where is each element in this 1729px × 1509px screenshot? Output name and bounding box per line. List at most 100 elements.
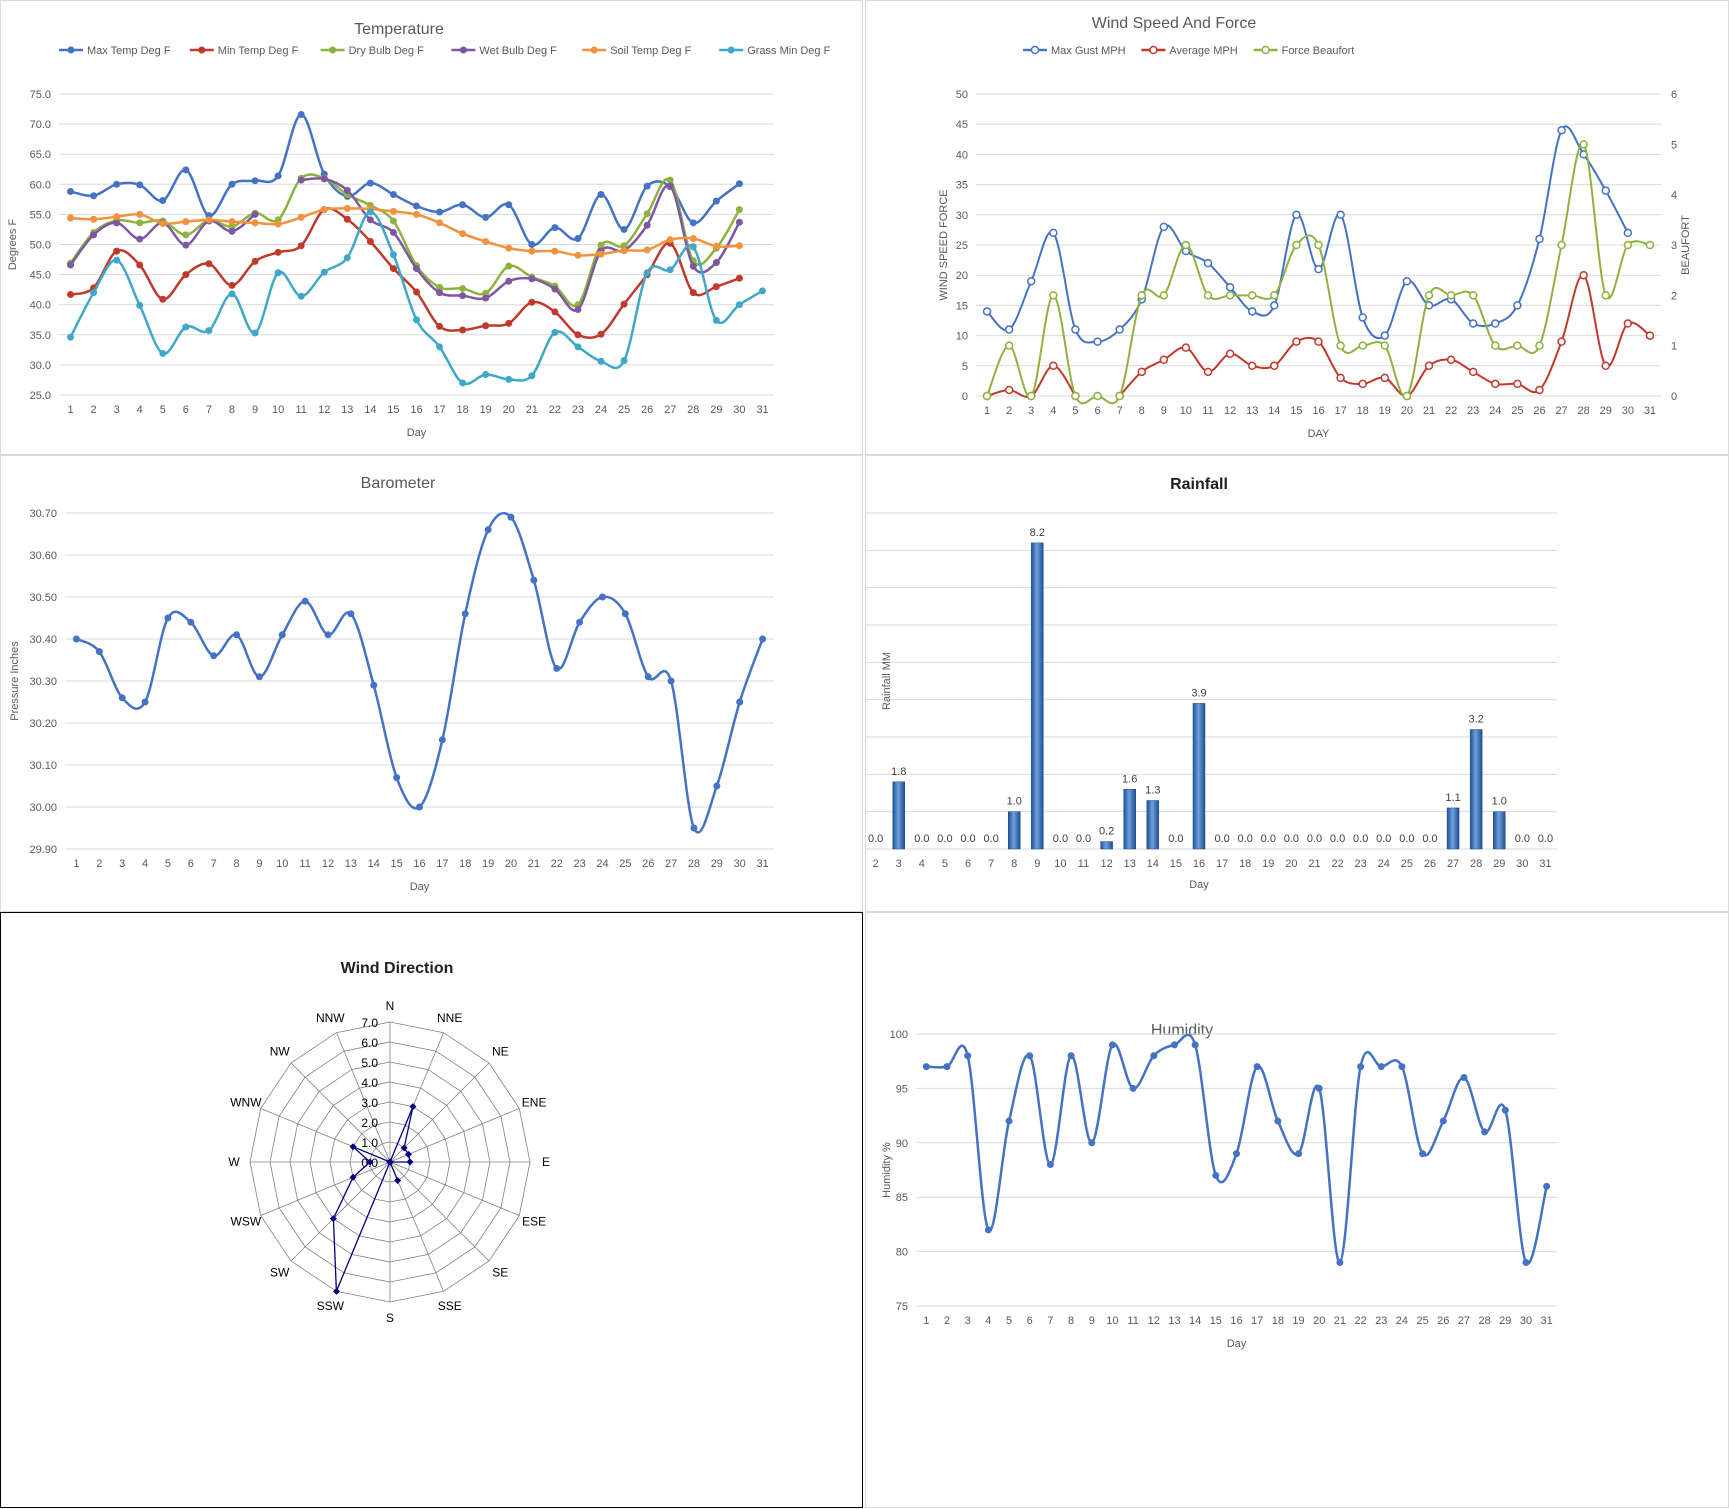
humidity-point	[1005, 1117, 1013, 1125]
rainfall-bar	[1146, 800, 1160, 850]
x-tick-label: 2	[873, 858, 879, 870]
y-tick-label: 65.0	[30, 149, 51, 161]
wind-direction-point	[400, 1144, 408, 1152]
direction-label: E	[542, 1155, 550, 1169]
radial-tick-label: 6.0	[361, 1036, 378, 1050]
rainfall-data-label: 0.0	[1307, 833, 1322, 845]
barometer-point	[416, 803, 423, 811]
grass-min-deg-f-point	[159, 349, 167, 357]
x-tick-label: 4	[985, 1315, 991, 1327]
humidity-point	[1129, 1084, 1137, 1092]
x-tick-label: 21	[526, 404, 538, 416]
x-tick-label: 19	[1379, 405, 1391, 417]
min-temp-deg-f-point	[274, 248, 282, 256]
min-temp-deg-f-point	[205, 260, 213, 268]
y-tick-label: 40	[956, 149, 968, 161]
direction-label: ESE	[522, 1215, 546, 1229]
rainfall-data-label: 0.0	[1168, 833, 1183, 845]
x-tick-label: 26	[1437, 1315, 1449, 1327]
soil-temp-deg-f-point	[459, 230, 467, 238]
humidity-point	[1481, 1128, 1489, 1136]
x-tick-label: 14	[1268, 405, 1280, 417]
soil-temp-deg-f-point	[735, 242, 743, 250]
dry-bulb-deg-f-point	[643, 210, 651, 218]
x-tick-label: 24	[1489, 405, 1501, 417]
soil-temp-deg-f-point	[320, 206, 328, 214]
soil-temp-deg-f-point	[666, 236, 674, 244]
direction-label: SSW	[317, 1299, 345, 1313]
x-tick-label: 7	[1117, 405, 1123, 417]
barometer-point	[759, 635, 767, 643]
force-beaufort-point	[1645, 240, 1655, 250]
x-tick-label: 1	[67, 404, 73, 416]
x-tick-label: 21	[1423, 405, 1435, 417]
soil-temp-deg-f-point	[274, 220, 282, 228]
humidity-point	[1046, 1161, 1054, 1169]
barometer-point	[530, 576, 538, 584]
x-tick-label: 31	[1644, 405, 1656, 417]
max-temp-deg-f-point	[274, 172, 282, 180]
min-temp-deg-f-point	[389, 265, 397, 273]
x-tick-label: 28	[1578, 405, 1590, 417]
x-tick-label: 29	[1493, 858, 1505, 870]
y-axis-label: Humidity %	[881, 1142, 893, 1198]
rainfall-bar	[1031, 542, 1044, 850]
dry-bulb-deg-f-point	[597, 241, 605, 249]
humidity-point	[1108, 1041, 1116, 1049]
y-axis-label: Rainfall MM	[881, 652, 893, 710]
max-gust-mph-point	[1557, 125, 1566, 135]
rainfall-data-label: 0.0	[1238, 833, 1253, 845]
x-tick-label: 28	[688, 858, 700, 870]
min-temp-deg-f-point	[366, 237, 374, 245]
rainfall-data-label: 1.0	[1492, 796, 1507, 808]
humidity-point	[1150, 1052, 1158, 1060]
x-tick-label: 20	[1285, 858, 1297, 870]
barometer-chart-panel: Barometer 29.90 30.00 30.10 30.20 30.30 30.40 3…	[0, 455, 863, 912]
x-tick-label: 20	[505, 858, 517, 870]
rainfall-data-label: 3.9	[1191, 687, 1206, 699]
humidity-point	[1336, 1258, 1344, 1266]
rainfall-data-label: 0.0	[1538, 833, 1553, 845]
soil-temp-deg-f-point	[343, 204, 351, 212]
wet-bulb-deg-f-point	[182, 241, 190, 249]
x-tick-label: 2	[944, 1315, 950, 1327]
x-tick-label: 11	[1127, 1315, 1138, 1327]
radial-tick-label: 2.0	[361, 1116, 378, 1130]
x-tick-label: 6	[183, 404, 189, 416]
x-tick-label: 7	[988, 858, 994, 870]
x-tick-label: 14	[1189, 1315, 1201, 1327]
wet-bulb-deg-f-point	[459, 292, 467, 300]
y-tick-label: 30.00	[29, 802, 57, 814]
max-gust-mph-point	[1468, 319, 1478, 328]
x-tick-label: 28	[1470, 858, 1482, 870]
x-tick-label: 9	[1034, 858, 1040, 870]
x-tick-label: 25	[618, 404, 630, 416]
soil-temp-deg-f-point	[620, 247, 628, 255]
radar-spoke	[389, 1161, 444, 1292]
humidity-point	[1543, 1182, 1551, 1190]
max-temp-deg-f-point	[90, 192, 98, 200]
x-tick-label: 20	[503, 404, 515, 416]
rainfall-data-label: 0.0	[1214, 833, 1229, 845]
wet-bulb-deg-f-point	[228, 227, 236, 235]
grass-min-deg-f-point	[551, 328, 559, 336]
x-axis-label: Day	[407, 427, 427, 439]
x-tick-label: 19	[482, 858, 494, 870]
dry-bulb-deg-f-point	[182, 231, 190, 239]
average-mph-point	[1292, 337, 1301, 346]
max-temp-deg-f-point	[389, 191, 397, 199]
dry-bulb-deg-f-point	[389, 217, 397, 225]
max-gust-mph-point	[1358, 313, 1367, 322]
rainfall-bar	[1469, 729, 1483, 850]
max-temp-deg-f-point	[182, 166, 190, 174]
min-temp-deg-f-point	[343, 215, 351, 223]
y-tick-label: 30.50	[29, 592, 57, 604]
y-tick-label: 40.0	[30, 300, 51, 312]
direction-label: WNW	[230, 1095, 262, 1109]
grass-min-deg-f-point	[389, 251, 397, 259]
force-beaufort-point	[1358, 341, 1367, 350]
max-gust-mph-point	[1115, 325, 1124, 334]
x-tick-label: 8	[233, 858, 239, 870]
x-tick-label: 29	[711, 858, 723, 870]
